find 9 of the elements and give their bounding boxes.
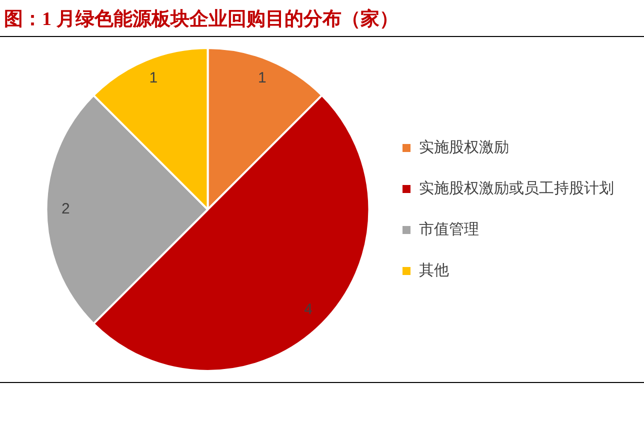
chart-title: 图：1 月绿色能源板块企业回购目的分布（家） [0, 0, 644, 37]
data-label: 1 [258, 69, 266, 86]
legend-label: 实施股权激励 [419, 138, 509, 156]
legend-label: 市值管理 [419, 220, 479, 238]
data-label: 4 [304, 301, 312, 318]
legend-label: 其他 [419, 260, 449, 279]
legend-label: 实施股权激励或员工持股计划 [419, 178, 614, 197]
data-label: 2 [61, 200, 70, 218]
data-label: 1 [149, 69, 158, 86]
